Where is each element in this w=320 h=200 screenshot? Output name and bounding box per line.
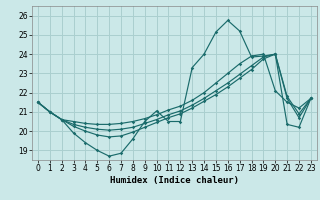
X-axis label: Humidex (Indice chaleur): Humidex (Indice chaleur) (110, 176, 239, 185)
